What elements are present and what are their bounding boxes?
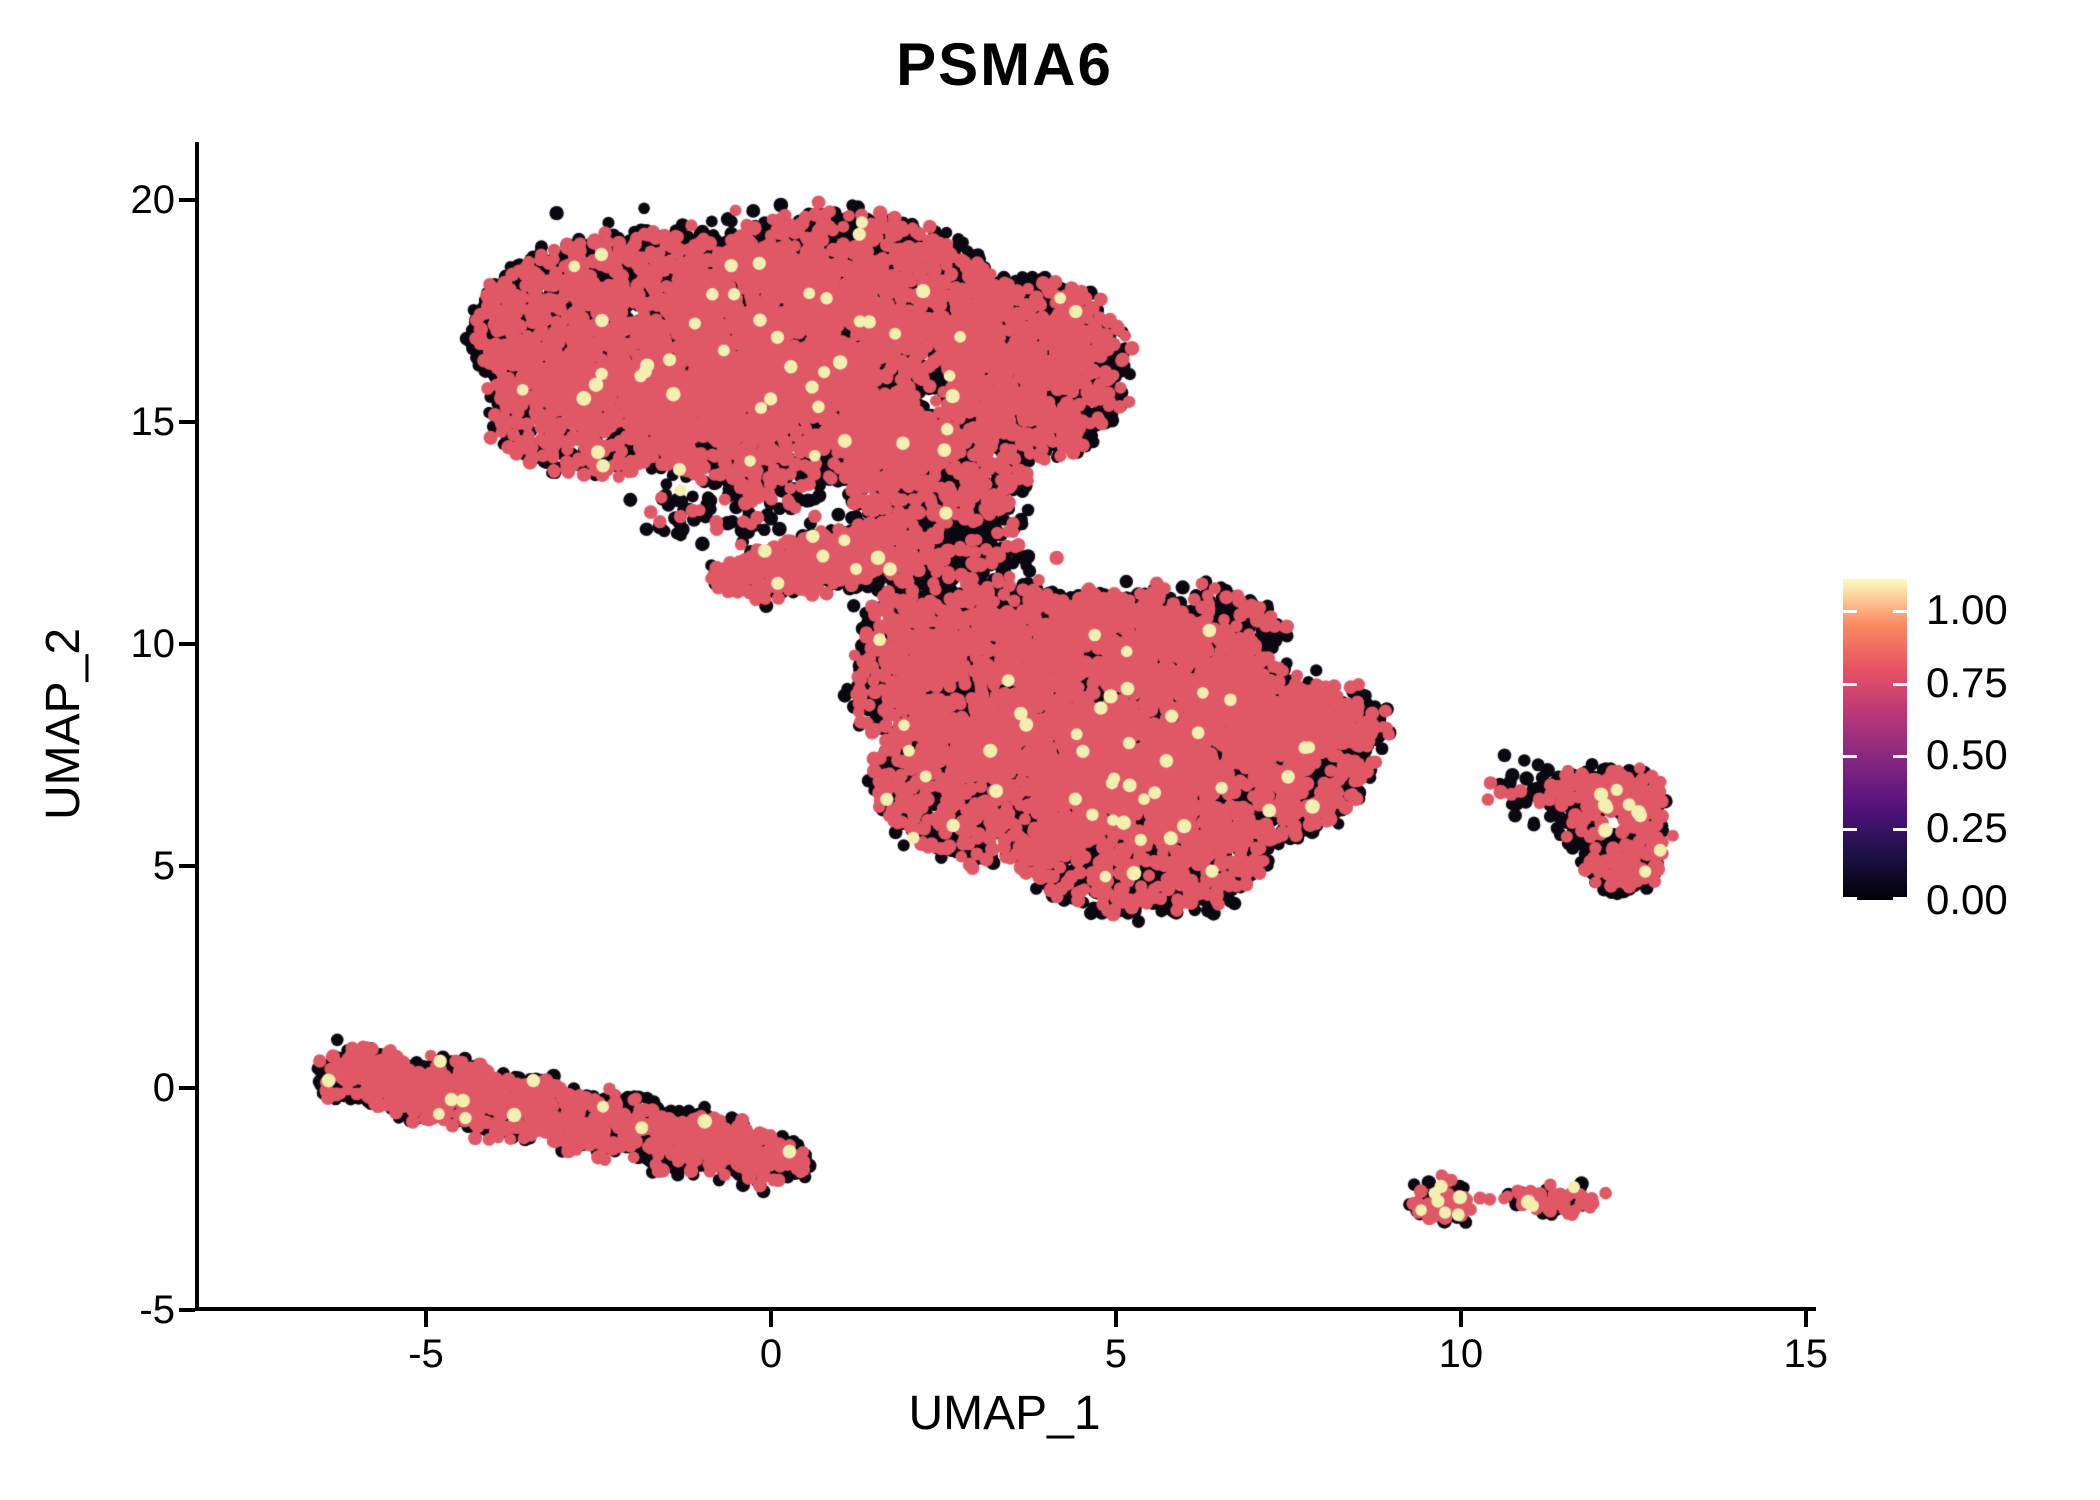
colorbar-tick-mark (1843, 755, 1857, 758)
y-tick-mark (179, 1308, 195, 1313)
x-tick-label: -5 (408, 1332, 444, 1376)
x-tick-mark (424, 1311, 429, 1327)
colorbar-tick-label: 0.25 (1926, 803, 2008, 851)
colorbar-tick-mark (1893, 827, 1907, 831)
y-axis-line (195, 142, 199, 1311)
colorbar-tick-mark (1843, 610, 1857, 614)
y-tick-mark (179, 420, 195, 425)
x-tick-label: 0 (759, 1332, 783, 1376)
x-tick-mark (1803, 1311, 1808, 1327)
x-tick-mark (1113, 1311, 1118, 1327)
colorbar-tick-label: 0.75 (1926, 658, 2008, 706)
colorbar-tick-mark (1893, 897, 1907, 900)
x-axis-line (195, 1307, 1816, 1311)
colorbar-tick-label: 1.00 (1926, 586, 2008, 634)
y-tick-label: 20 (130, 178, 176, 223)
x-tick-mark (768, 1311, 773, 1327)
y-axis-title: UMAP_2 (37, 627, 90, 821)
colorbar-tick-mark (1893, 755, 1907, 758)
x-tick-label: 5 (1104, 1332, 1128, 1376)
colorbar-tick-label: 0.50 (1926, 731, 2008, 778)
y-tick-mark (179, 864, 195, 869)
y-tick-label: -5 (139, 1288, 175, 1333)
x-tick-label: 10 (1438, 1332, 1484, 1376)
colorbar-tick-mark (1893, 610, 1907, 614)
colorbar-tick-mark (1843, 897, 1857, 900)
y-tick-mark (179, 642, 195, 647)
colorbar-tick-mark (1843, 827, 1857, 831)
plot-title: PSMA6 (896, 31, 1113, 98)
colorbar-tick-mark (1843, 682, 1857, 686)
y-tick-label: 15 (130, 400, 176, 445)
y-tick-label: 10 (130, 622, 176, 667)
y-tick-mark (179, 198, 195, 203)
y-tick-label: 5 (152, 844, 175, 889)
x-axis-title: UMAP_1 (908, 1387, 1101, 1440)
y-tick-label: 0 (152, 1066, 175, 1111)
x-tick-label: 15 (1783, 1332, 1829, 1376)
colorbar (1843, 579, 1907, 900)
x-tick-mark (1458, 1311, 1463, 1327)
colorbar-tick-label: 0.00 (1926, 876, 2008, 923)
y-tick-mark (179, 1086, 195, 1091)
colorbar-tick-mark (1893, 682, 1907, 686)
